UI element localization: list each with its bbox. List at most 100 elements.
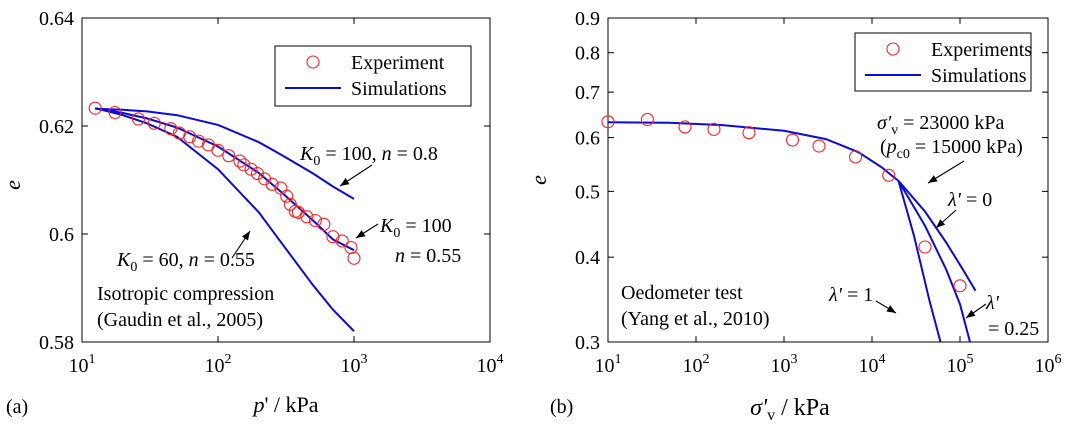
x-tick-label-exp-b-4: 5 <box>967 352 974 367</box>
experiment-point-b-3 <box>707 122 721 136</box>
annotation-a-k100a-part-0: K <box>379 215 395 237</box>
y-tick-label-b-4: 0.7 <box>575 82 600 104</box>
experiment-point-a-3 <box>147 116 161 130</box>
y-tick-label-a-0: 0.58 <box>39 332 74 354</box>
x-axis-label-a: p' / kPa <box>251 392 318 417</box>
chart-panel-b: 101 102 103 104 105 1060.30.40.50.60.70.80.9 … <box>526 8 1062 424</box>
annotation-arrow-b-3-head <box>966 309 976 318</box>
x-tick-label-base-a-1: 10 <box>205 355 225 377</box>
x-tick-label-base-a-3: 10 <box>477 355 497 377</box>
legend-label-b-1: Simulations <box>931 65 1027 87</box>
y-tick-label-b-5: 0.8 <box>575 43 600 65</box>
x-tick-label-exp-a-0: 1 <box>89 352 96 367</box>
annotation-b-lam025a-part-0: λ' <box>985 292 1000 314</box>
annotation-arrow-a-2 <box>355 223 379 239</box>
experiment-point-a-0 <box>88 101 102 115</box>
legend-b: Experiments Simulations <box>854 32 1032 92</box>
simulation-line-a-1 <box>95 107 355 200</box>
series-group-b <box>601 112 977 343</box>
y-axis-label-a: e <box>0 180 25 190</box>
x-tick-label-base-b-4: 10 <box>947 355 967 377</box>
experiment-point-a-13 <box>244 162 258 176</box>
annotation-arrow-a-0-head <box>340 178 350 186</box>
x-tick-label-a-2: 103 <box>341 352 368 377</box>
series-group-a <box>88 101 361 332</box>
x-tick-label-exp-b-0: 1 <box>615 352 622 367</box>
annotation-a-k60-part-1: 0 <box>130 260 137 275</box>
annotation-b-lam1-part-1: = 1 <box>842 284 873 306</box>
experiment-point-b-4 <box>742 126 756 140</box>
annotation-a-k100n08-part-0: K <box>299 143 315 165</box>
annotation-a-k60-part-3: n <box>189 249 199 271</box>
y-tick-label-b-6: 0.9 <box>575 8 600 30</box>
x-tick-label-exp-a-1: 2 <box>225 352 232 367</box>
annotation-arrow-a-1-head <box>242 231 250 241</box>
plot-frame-a <box>81 17 491 343</box>
annotation-b-lam1: λ' = 1 <box>828 284 873 306</box>
annotation-b-pc0-part-1: p <box>885 136 897 158</box>
legend-label-a-0: Experiment <box>351 52 445 74</box>
experiment-point-a-7 <box>192 134 206 148</box>
x-axis-label-b: σ'v / kPa <box>750 395 830 424</box>
experiment-point-a-6 <box>183 130 197 144</box>
x-tick-label-b-5: 106 <box>1035 352 1062 377</box>
annotation-b-lam0: λ' = 0 <box>947 189 992 211</box>
annotation-b-lam025a: λ' <box>985 292 1000 314</box>
experiment-point-b-8 <box>882 168 896 182</box>
legend-marker-circle-a <box>306 55 320 69</box>
annotation-arrow-b-2 <box>875 300 897 314</box>
x-tick-label-base-b-2: 10 <box>771 355 791 377</box>
annotation-a-k100b-part-1: = 0.55 <box>405 245 461 267</box>
y-tick-label-b-2: 0.5 <box>575 181 600 203</box>
x-tick-label-exp-b-2: 3 <box>791 352 798 367</box>
annotation-b-lam0-part-1: = 0 <box>961 189 992 211</box>
annotation-b-sigma-part-2: = 23000 kPa <box>898 112 1004 134</box>
annotation-arrow-a-1 <box>231 230 251 259</box>
annotation-a-k100a: K0 = 100 <box>379 215 452 241</box>
experiment-point-a-26 <box>335 234 349 248</box>
y-tick-label-b-0: 0.3 <box>575 332 600 354</box>
annotation-b-pc0-part-3: = 15000 kPa) <box>910 136 1023 158</box>
annotation-a-k100n08-part-1: 0 <box>313 154 320 169</box>
annotation-a-k100n08-part-2: = 100, <box>320 143 381 165</box>
simulation-line-b-4 <box>897 180 942 343</box>
simulation-line-a-3 <box>94 107 355 332</box>
annotations-b: σ'v = 23000 kPa(pc0 = 15000 kPa)λ' = 0λ'… <box>621 112 1039 340</box>
legend-box-b <box>854 32 1032 92</box>
x-tick-label-b-2: 103 <box>771 352 798 377</box>
x-tick-label-a-1: 102 <box>205 352 232 377</box>
legend-a: Experiment Simulations <box>274 45 472 107</box>
experiment-point-a-1 <box>108 105 122 120</box>
annotation-a-k60-part-4: = 0.55 <box>199 249 255 271</box>
annotation-a-k60: K0 = 60, n = 0.55 <box>116 249 255 275</box>
annotation-b-sigma-part-1: v <box>891 123 898 138</box>
x-tick-label-b-4: 105 <box>947 352 974 377</box>
annotation-a-k60-part-0: K <box>116 249 132 271</box>
x-tick-label-exp-b-5: 6 <box>1055 352 1062 367</box>
note-b-1: (Yang et al., 2010) <box>621 308 770 330</box>
annotation-b-pc0: (pc0 = 15000 kPa) <box>880 136 1023 162</box>
experiment-point-a-10 <box>222 149 236 163</box>
annotation-arrow-b-0-head <box>928 175 938 183</box>
x-axis-label-b-sub: v <box>767 407 775 424</box>
annotation-a-k100a-part-1: 0 <box>393 226 400 241</box>
annotation-a-k100b: n = 0.55 <box>395 245 461 267</box>
annotation-arrow-a-0 <box>339 164 373 187</box>
y-axis-label-b: e <box>526 175 551 185</box>
annotation-b-lam025b-part-0: = 0.25 <box>988 318 1039 340</box>
annotation-b-sigma: σ'v = 23000 kPa <box>877 112 1005 138</box>
legend-label-b-0: Experiments <box>931 39 1032 61</box>
experiment-point-a-28 <box>347 251 361 265</box>
x-axis-label-a-rest: ' / kPa <box>264 392 318 417</box>
x-axis-label-b-rest: / kPa <box>775 395 830 421</box>
experiment-point-a-9 <box>211 143 225 157</box>
x-tick-label-exp-b-3: 4 <box>879 352 886 367</box>
annotation-arrow-b-3 <box>965 303 987 319</box>
experiment-point-b-2 <box>678 120 692 134</box>
annotation-a-k100n08-part-4: = 0.8 <box>392 143 438 165</box>
x-tick-label-exp-b-1: 2 <box>703 352 710 367</box>
experiment-point-a-18 <box>280 189 294 203</box>
